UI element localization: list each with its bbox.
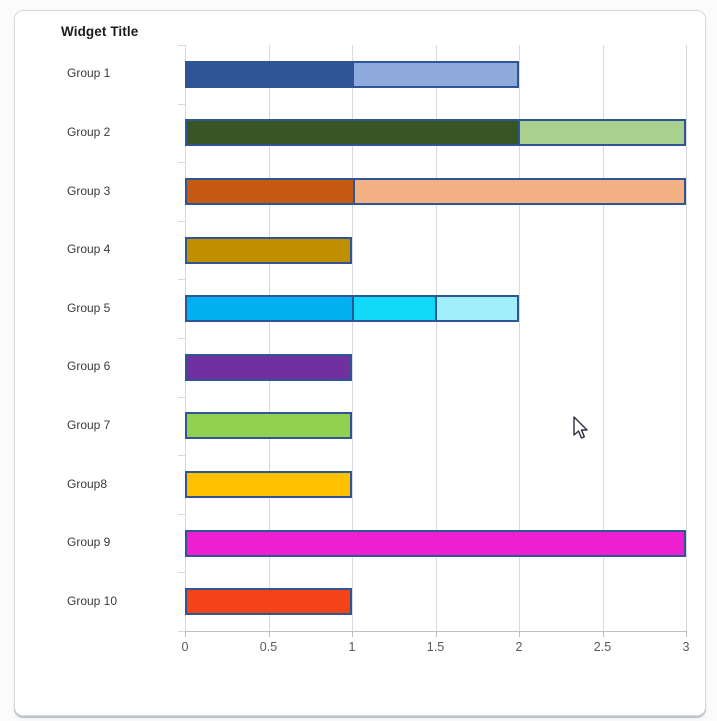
y-axis-tick	[178, 103, 185, 105]
y-axis-tick	[178, 220, 185, 222]
bar-group-1[interactable]	[185, 60, 519, 88]
x-axis-tick	[268, 631, 270, 637]
gridline	[602, 45, 604, 631]
gridline	[268, 45, 270, 631]
bar-segment[interactable]	[187, 590, 350, 614]
bar-segment[interactable]	[352, 297, 435, 321]
category-label: Group8	[67, 476, 108, 491]
bar-segment[interactable]	[187, 180, 353, 203]
category-label: Group 9	[67, 535, 111, 550]
category-label: Group 1	[67, 66, 111, 81]
bar-group-10[interactable]	[185, 588, 352, 616]
y-axis-tick	[178, 455, 185, 457]
bar-group-9[interactable]	[185, 529, 686, 557]
x-tick-label: 3	[682, 640, 690, 654]
category-label: Group 7	[67, 417, 111, 432]
x-axis-tick	[602, 631, 604, 637]
x-tick-label: 2.5	[593, 640, 612, 654]
bar-segment[interactable]	[352, 180, 684, 203]
bar-segment[interactable]	[187, 473, 350, 496]
bar-segment[interactable]	[187, 297, 352, 321]
category-label: Group 3	[67, 183, 111, 198]
bar-group-4[interactable]	[185, 236, 352, 264]
bar-segment[interactable]	[518, 121, 684, 145]
x-axis-tick	[686, 631, 687, 637]
x-tick-label: 1	[348, 640, 356, 654]
gridline	[352, 45, 353, 631]
bar-segment[interactable]	[434, 297, 517, 321]
y-axis-line	[185, 45, 186, 631]
chart-title: Widget Title	[61, 24, 139, 39]
gridline	[686, 45, 687, 631]
x-axis-tick	[352, 631, 353, 637]
x-axis-tick	[519, 631, 520, 637]
category-label: Group 5	[67, 300, 111, 315]
x-tick-label: 1.5	[426, 640, 445, 654]
x-tick-label: 0.5	[259, 640, 278, 654]
x-axis-tick	[435, 631, 437, 637]
y-axis-tick	[178, 631, 185, 632]
category-label: Group 2	[67, 124, 111, 139]
bar-segment[interactable]	[187, 414, 350, 438]
x-tick-label: 2	[515, 640, 523, 654]
x-axis-tick	[185, 631, 186, 637]
y-axis-tick	[178, 572, 185, 574]
bar-segment[interactable]	[187, 121, 519, 145]
bar-group-2[interactable]	[185, 119, 686, 147]
y-axis-tick	[178, 396, 185, 398]
mouse-cursor-icon	[573, 416, 588, 439]
y-axis-tick	[178, 45, 185, 46]
bar-group-5[interactable]	[185, 295, 519, 323]
gridline	[435, 45, 437, 631]
bar-group-3[interactable]	[185, 178, 686, 205]
category-label: Group 10	[67, 593, 118, 608]
y-axis-tick	[178, 513, 185, 515]
y-axis-tick	[178, 162, 185, 164]
bar-segment[interactable]	[187, 238, 350, 262]
bar-group-7[interactable]	[185, 412, 352, 440]
bar-group8[interactable]	[185, 471, 352, 498]
category-label: Group 6	[67, 359, 111, 374]
x-tick-label: 0	[181, 640, 189, 654]
bar-segment[interactable]	[187, 355, 350, 379]
gridline	[519, 45, 520, 631]
bar-segment[interactable]	[187, 62, 352, 86]
category-label: Group 4	[67, 242, 111, 257]
y-axis-tick	[178, 279, 185, 281]
bar-segment[interactable]	[187, 531, 684, 555]
bar-group-6[interactable]	[185, 353, 352, 381]
y-axis-tick	[178, 338, 185, 339]
bar-segment[interactable]	[352, 62, 517, 86]
